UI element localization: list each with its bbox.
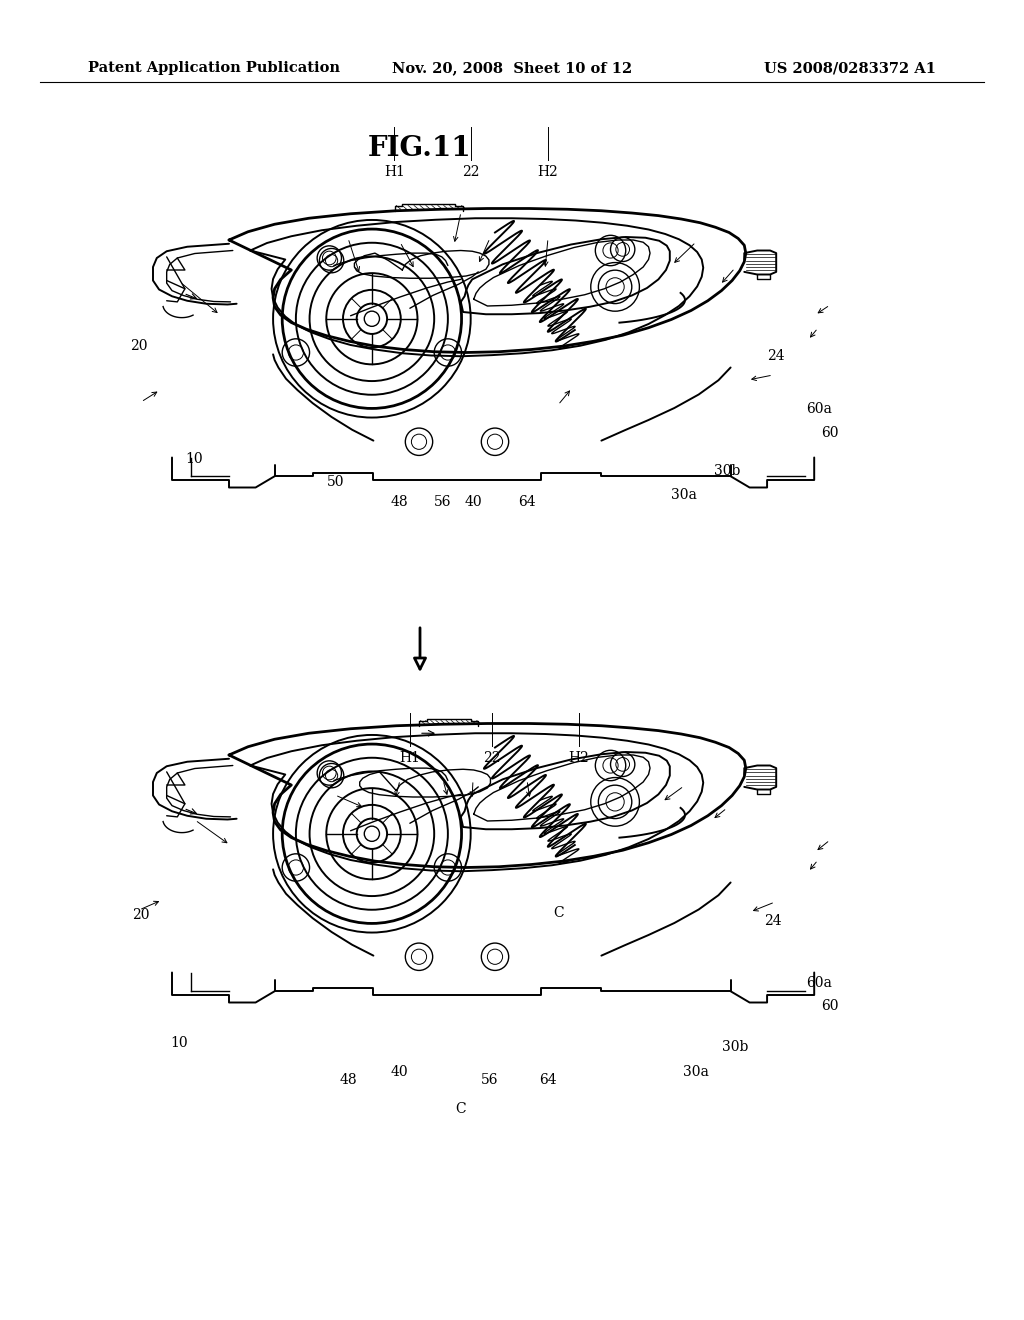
- Text: FIG.11: FIG.11: [369, 135, 472, 161]
- Text: 56: 56: [480, 1073, 499, 1086]
- Text: 20: 20: [132, 908, 151, 921]
- Text: 60: 60: [820, 426, 839, 440]
- Text: 64: 64: [518, 495, 537, 508]
- Text: 24: 24: [767, 350, 785, 363]
- Text: H2: H2: [568, 751, 589, 764]
- Text: Nov. 20, 2008  Sheet 10 of 12: Nov. 20, 2008 Sheet 10 of 12: [392, 61, 632, 75]
- Text: 56: 56: [433, 495, 452, 508]
- Text: 64: 64: [539, 1073, 557, 1086]
- Text: 10: 10: [185, 453, 204, 466]
- Text: 60: 60: [820, 999, 839, 1012]
- Text: H1: H1: [399, 751, 420, 764]
- Text: 30b: 30b: [714, 465, 740, 478]
- Text: 30a: 30a: [671, 488, 697, 502]
- Text: 30b: 30b: [722, 1040, 749, 1053]
- Text: H2: H2: [538, 165, 558, 178]
- Text: 24: 24: [764, 915, 782, 928]
- Text: US 2008/0283372 A1: US 2008/0283372 A1: [764, 61, 936, 75]
- Text: C: C: [456, 1102, 466, 1115]
- Text: 22: 22: [462, 165, 480, 178]
- Text: 48: 48: [339, 1073, 357, 1086]
- Text: Patent Application Publication: Patent Application Publication: [88, 61, 340, 75]
- Text: 30a: 30a: [683, 1065, 710, 1078]
- Text: 48: 48: [390, 495, 409, 508]
- Text: 40: 40: [464, 495, 482, 508]
- Text: 10: 10: [170, 1036, 188, 1049]
- Text: 40: 40: [390, 1065, 409, 1078]
- Text: 60a: 60a: [806, 403, 833, 416]
- Text: 60a: 60a: [806, 977, 833, 990]
- Text: 22: 22: [482, 751, 501, 764]
- Text: 20: 20: [130, 339, 148, 352]
- Text: 50: 50: [327, 475, 345, 488]
- Text: C: C: [553, 907, 563, 920]
- Text: H1: H1: [384, 165, 404, 178]
